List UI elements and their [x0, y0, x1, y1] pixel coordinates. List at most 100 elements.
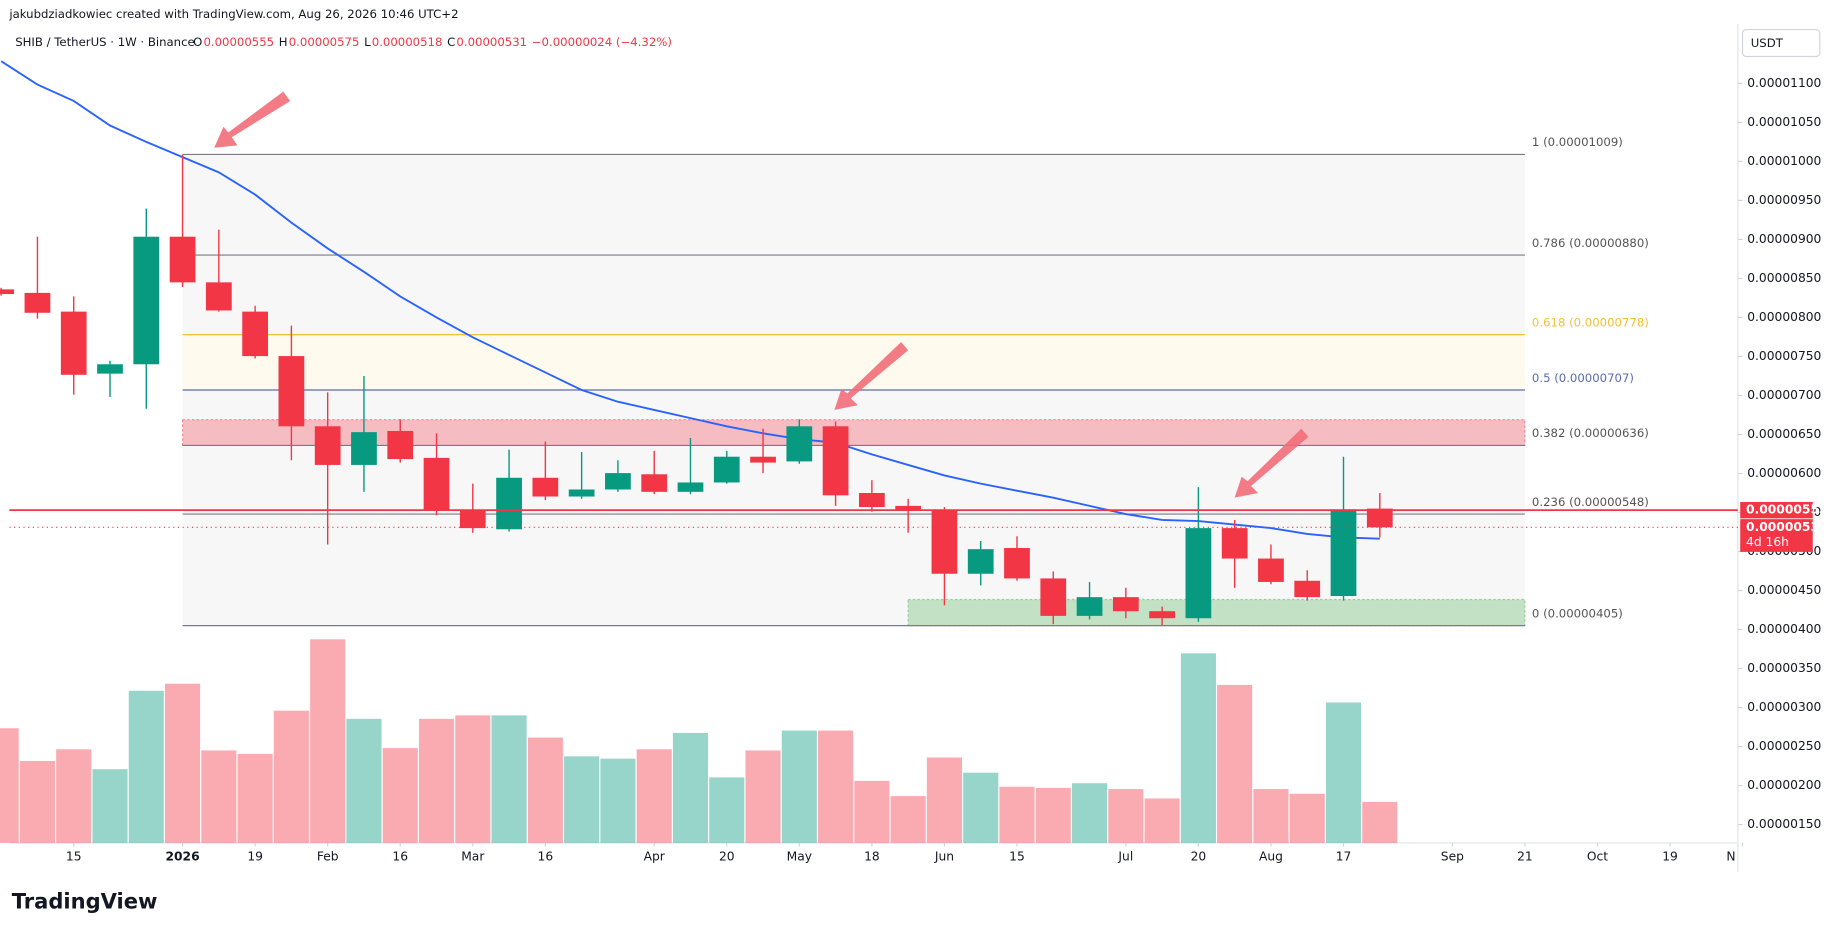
candle-body: [1330, 509, 1357, 596]
candle-body: [97, 364, 123, 374]
volume-bar: [237, 753, 273, 843]
volume-bar: [418, 718, 455, 843]
countdown: 4d 16h: [1746, 535, 1789, 549]
x-tick-label: May: [787, 849, 812, 863]
price-label: 0.00000553: [1746, 503, 1827, 517]
candle-body: [822, 426, 849, 496]
ohlc: O 0.00000555 H 0.00000575 L 0.00000518 C 0.0000…: [193, 35, 672, 49]
volume-bar: [491, 715, 527, 843]
ohlc-key: C: [447, 35, 455, 49]
y-tick-label: 0.00000800: [1747, 310, 1821, 324]
x-tick-label: Jun: [934, 849, 954, 863]
volume-bar: [0, 728, 19, 843]
fib-zone: [182, 154, 1525, 256]
volume-bar: [1289, 793, 1325, 843]
volume-bar: [1217, 684, 1253, 843]
y-tick-label: 0.00001050: [1747, 115, 1821, 129]
x-tick-label: 15: [1009, 849, 1025, 863]
zone: [907, 598, 1526, 627]
y-tick-label: 0.00000450: [1747, 583, 1821, 597]
x-tick-label: Oct: [1587, 849, 1608, 863]
volume-bar: [56, 749, 92, 843]
arrows: [214, 91, 1309, 498]
ohlc-value: 0.00000575: [289, 35, 360, 49]
y-tick-label: 0.00000850: [1747, 271, 1821, 285]
y-tick-label: 0.00000350: [1747, 661, 1821, 675]
volume-bar: [709, 777, 745, 843]
ohlc-key: L: [364, 35, 371, 49]
currency[interactable]: USDT: [1751, 36, 1784, 50]
y-tick-label: 0.00000750: [1747, 349, 1821, 363]
volume-bar: [999, 786, 1035, 843]
currency-button[interactable]: [1741, 28, 1821, 58]
y-tick-label: 0.00000900: [1747, 232, 1821, 246]
volume-bar: [1108, 789, 1144, 843]
x-tick-label: Mar: [461, 849, 485, 863]
candle-body: [496, 477, 522, 530]
fib-zone: [182, 445, 1525, 515]
candle-body: [459, 510, 486, 529]
x-tick-label: 19: [1662, 849, 1678, 863]
candle-body: [387, 430, 414, 460]
x-tick-label: 18: [864, 849, 880, 863]
x-tick-label: Apr: [644, 849, 666, 863]
logo: TradingView: [12, 889, 158, 914]
volume-bar: [382, 748, 418, 843]
credit: jakubdziadkowiec created with TradingVie…: [8, 7, 458, 21]
candle-body: [786, 426, 813, 462]
volume-bar: [926, 757, 962, 843]
candle-body: [314, 426, 341, 465]
candle-body: [1149, 611, 1175, 619]
volume-bar: [781, 730, 817, 843]
x-tick-label: 2026: [165, 849, 199, 863]
arrow: [834, 342, 909, 410]
volume-bar: [600, 758, 636, 843]
candle-body: [713, 456, 740, 483]
fib-label: 0.236 (0.00000548): [1532, 495, 1649, 509]
volume-bar: [636, 749, 672, 843]
y-tick-label: 0.00000950: [1747, 193, 1821, 207]
candle-body: [60, 311, 87, 375]
candle-body: [169, 236, 196, 283]
candle-body: [605, 473, 631, 490]
ohlc-value: 0.00000555: [203, 35, 274, 49]
volume-bar: [1035, 787, 1071, 843]
price-label-bg: [1740, 519, 1813, 552]
candle-body: [1294, 580, 1321, 598]
candle-body: [278, 356, 305, 427]
volume-bar: [346, 718, 382, 843]
candle-body: [205, 282, 232, 311]
candle-body: [1366, 508, 1393, 528]
volume-bar: [92, 769, 128, 843]
candle-body: [931, 510, 958, 574]
volume-bar: [1144, 798, 1180, 843]
candle-body: [1185, 528, 1212, 619]
candle-body: [895, 505, 922, 511]
arrow: [214, 91, 291, 148]
volume-bar: [128, 690, 164, 843]
x-tick-label: 20: [1191, 849, 1207, 863]
candle-body: [423, 457, 450, 511]
x-tick-label: 20: [719, 849, 735, 863]
y-tick-label: 0.00000250: [1747, 739, 1821, 753]
volume-bar: [527, 737, 563, 843]
volume-bar: [201, 750, 237, 843]
y-tick-label: 0.00000200: [1747, 778, 1821, 792]
arrow: [1234, 428, 1309, 498]
symbol: SHIB / TetherUS · 1W · Binance: [15, 35, 194, 49]
candle-body: [1040, 578, 1067, 616]
fib-label: 1 (0.00001009): [1532, 135, 1623, 149]
moving-average: [0, 60, 1380, 540]
y-tick-label: 0.00000150: [1747, 817, 1821, 831]
candle-body: [351, 432, 377, 465]
fib-label: 0.786 (0.00000880): [1532, 236, 1649, 250]
ohlc-value: 0.00000518: [372, 35, 443, 49]
x-tick-label: 17: [1336, 849, 1352, 863]
ohlc-value: 0.00000531: [456, 35, 527, 49]
volume-bar: [165, 683, 201, 843]
y-tick-label: 0.00000650: [1747, 427, 1821, 441]
candle-body: [677, 482, 704, 492]
volume-bar: [1253, 789, 1289, 843]
candle-body: [133, 236, 160, 365]
